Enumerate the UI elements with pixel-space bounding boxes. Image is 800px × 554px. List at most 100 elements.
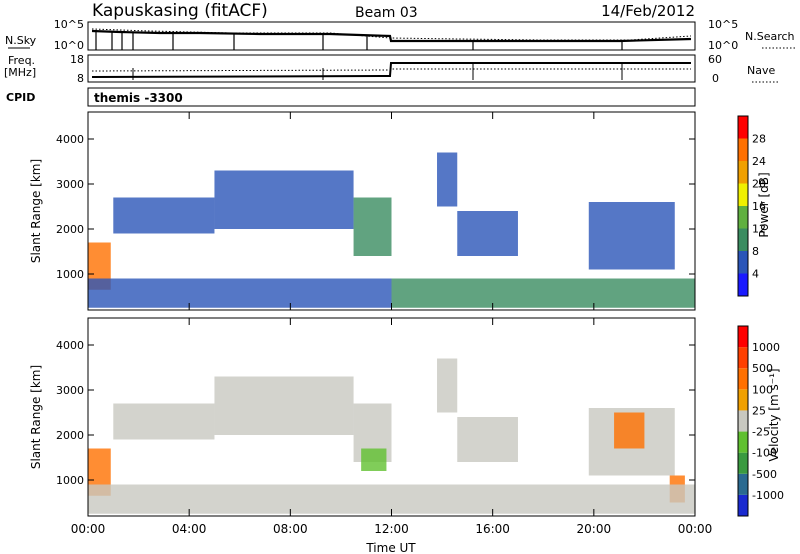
velocity-echo-region — [88, 484, 392, 514]
noise-left-tick-bottom: 10^0 — [54, 39, 84, 52]
power-colorbar-tick-label: 28 — [752, 133, 766, 146]
power-echo-region — [88, 278, 392, 308]
velocity-colorbar-frame — [737, 325, 749, 517]
velocity-colorbar: 1000 500 100 25 -25 -100 -500 -1000 — [737, 325, 784, 517]
velocity-echo-region — [88, 448, 111, 496]
beam-title: Beam 03 — [355, 5, 418, 21]
velocity-echo-region — [361, 448, 387, 471]
power-colorbar-tick-label: 4 — [752, 268, 759, 281]
velocity-colorbar-tick-label: 1000 — [752, 341, 780, 354]
velocity-colorbar-swatch — [738, 410, 748, 432]
x-axis-label: Time UT — [365, 541, 416, 554]
x-tick-label: 20:00 — [577, 522, 612, 536]
power-colorbar-swatch — [738, 228, 748, 251]
freq-label-2: [MHz] — [4, 66, 36, 79]
velocity-echo-region — [113, 403, 215, 440]
power-y-axis: 1000 2000 3000 4000 — [56, 133, 695, 281]
velocity-y-tick-label: 3000 — [56, 384, 84, 397]
power-colorbar-swatch — [738, 206, 748, 229]
velocity-colorbar-swatch — [738, 452, 748, 474]
velocity-echo-region — [214, 376, 354, 435]
cpid-label: CPID — [6, 91, 35, 104]
power-colorbar-swatch — [738, 161, 748, 184]
station-title: Kapuskasing (fitACF) — [92, 1, 268, 21]
power-echo-region — [113, 197, 215, 234]
noise-right-tick-bottom: 10^0 — [708, 39, 738, 52]
power-colorbar-swatch — [738, 116, 748, 139]
velocity-colorbar-tick-label: -1000 — [752, 489, 784, 502]
power-colorbar-label: Power [dB] — [757, 172, 771, 237]
velocity-y-tick-label: 4000 — [56, 339, 84, 352]
velocity-y-label: Slant Range [km] — [29, 365, 43, 469]
power-colorbar-swatch — [738, 251, 748, 274]
power-y-tick-label: 4000 — [56, 133, 84, 146]
x-tick-label: 12:00 — [374, 522, 409, 536]
cpid-panel: CPID themis -3300 — [6, 87, 696, 107]
velocity-colorbar-swatch — [738, 326, 748, 348]
velocity-colorbar-swatch — [738, 389, 748, 411]
velocity-colorbar-tick-label: 500 — [752, 362, 773, 375]
power-echo-region — [437, 152, 458, 207]
velocity-colorbar-swatch — [738, 494, 748, 516]
freq-left-tick-top: 18 — [70, 53, 84, 66]
cpid-value: themis -3300 — [94, 91, 183, 105]
frequency-panel: Freq. [MHz] 18 8 60 0 Nave — [4, 53, 778, 85]
noise-right-tick-top: 10^5 — [708, 18, 738, 31]
velocity-echo-region — [437, 358, 458, 413]
power-y-tick-label: 2000 — [56, 223, 84, 236]
velocity-colorbar-swatch — [738, 368, 748, 390]
power-echo-region — [391, 278, 695, 308]
power-colorbar-tick-label: 16 — [752, 200, 766, 213]
velocity-colorbar-tick-label: -100 — [752, 447, 777, 460]
velocity-colorbar-label: Velocity [m s⁻¹] — [767, 368, 781, 461]
power-panel: 1000 2000 3000 4000 Slant Range [km] 4 8 12 16… — [29, 111, 771, 311]
time-x-axis: 00:00 04:00 08:00 12:00 16:00 20:00 00:00 — [71, 112, 713, 536]
nave-trace — [91, 68, 691, 72]
velocity-colorbar-swatch — [738, 473, 748, 495]
freq-label-1: Freq. — [8, 54, 35, 67]
x-tick-label: 08:00 — [273, 522, 308, 536]
velocity-echo-region — [614, 412, 645, 449]
velocity-colorbar-swatch — [738, 347, 748, 369]
noise-search-trace — [91, 28, 692, 41]
velocity-y-tick-label: 2000 — [56, 429, 84, 442]
power-colorbar: 4 8 12 16 20 24 28 — [737, 115, 766, 297]
power-y-tick-label: 3000 — [56, 178, 84, 191]
velocity-colorbar-tick-label: 25 — [752, 404, 766, 417]
velocity-panel: 1000 2000 3000 4000 Slant Range [km] 1000 50… — [29, 317, 784, 517]
nave-label: Nave — [747, 64, 775, 77]
noise-sky-trace — [91, 29, 692, 43]
noise-left-tick-top: 10^5 — [54, 18, 84, 31]
power-heatmap — [88, 152, 695, 308]
velocity-colorbar-tick-label: -500 — [752, 468, 777, 481]
velocity-y-axis: 1000 2000 3000 4000 — [56, 339, 695, 487]
velocity-heatmap — [88, 358, 695, 514]
power-colorbar-tick-label: 8 — [752, 245, 759, 258]
power-colorbar-frame — [737, 115, 749, 297]
power-echo-region — [88, 242, 111, 290]
freq-right-tick-bottom: 0 — [712, 72, 719, 85]
power-echo-region — [588, 202, 675, 270]
velocity-colorbar-swatch — [738, 431, 748, 453]
noise-panel: N.Sky 10^5 10^0 10^5 10^0 N.Search — [5, 18, 796, 52]
freq-right-tick-top: 60 — [708, 53, 722, 66]
x-tick-label: 16:00 — [475, 522, 510, 536]
power-y-label: Slant Range [km] — [29, 159, 43, 263]
power-colorbar-swatch — [738, 273, 748, 296]
noise-sky-label: N.Sky — [5, 34, 37, 47]
power-colorbar-swatch — [738, 138, 748, 161]
power-echo-region — [214, 170, 354, 229]
velocity-echo-region — [391, 484, 695, 514]
power-colorbar-tick-label: 24 — [752, 155, 766, 168]
velocity-colorbar-tick-label: 100 — [752, 383, 773, 396]
frequency-trace — [91, 62, 691, 78]
velocity-colorbar-tick-label: -25 — [752, 426, 770, 439]
x-tick-label: 00:00 — [71, 522, 106, 536]
x-tick-label: 04:00 — [172, 522, 207, 536]
power-echo-region — [353, 197, 392, 256]
x-tick-label: 00:00 — [678, 522, 713, 536]
freq-left-tick-bottom: 8 — [77, 72, 84, 85]
velocity-y-tick-label: 1000 — [56, 474, 84, 487]
power-colorbar-tick-label: 20 — [752, 178, 766, 191]
